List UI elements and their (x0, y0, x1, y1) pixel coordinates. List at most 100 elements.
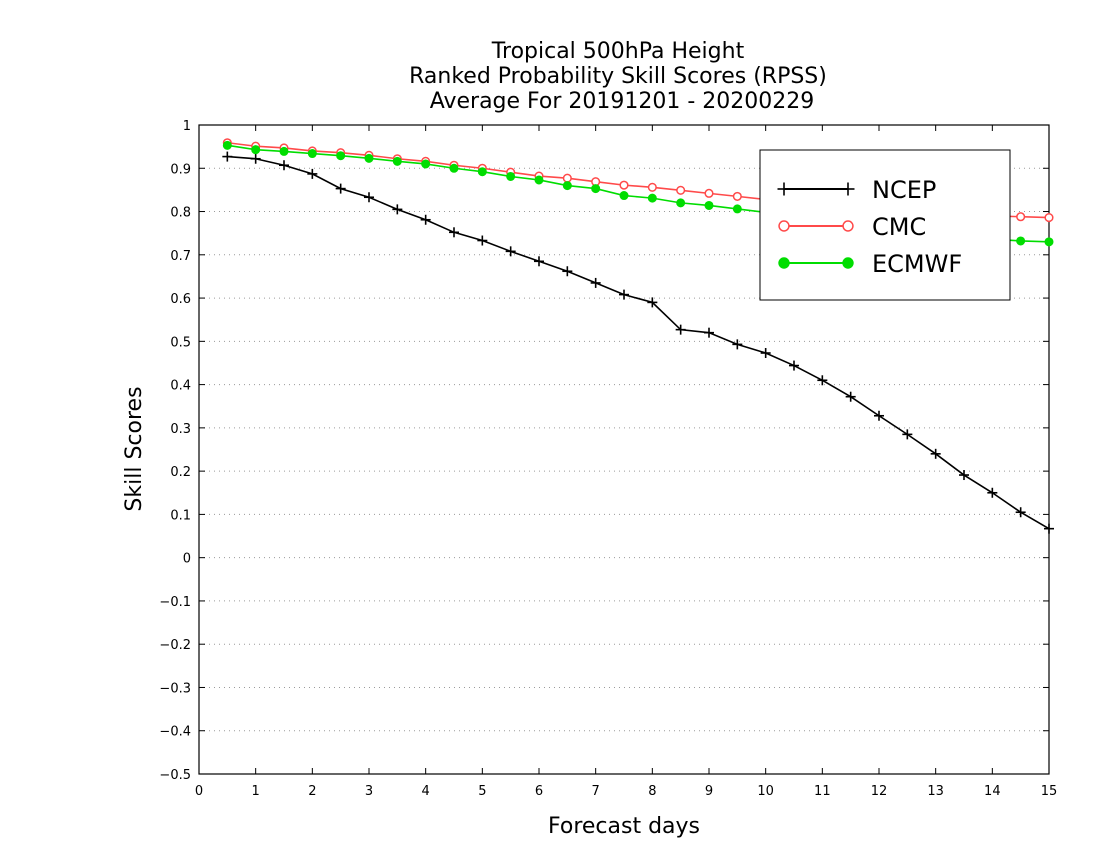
chart-title-block: Tropical 500hPa Height Ranked Probabilit… (409, 39, 827, 114)
data-point (477, 235, 488, 246)
y-tick-label: 0.8 (170, 206, 191, 221)
data-point (307, 168, 318, 179)
series-line (227, 155, 1050, 530)
data-point (760, 348, 771, 359)
y-tick-label: 0.3 (170, 422, 191, 437)
legend-label: ECMWF (872, 250, 962, 278)
series-ncep (222, 151, 1054, 534)
y-tick-label: −0.4 (159, 725, 191, 740)
y-tick-label: 0.7 (170, 249, 191, 264)
data-point (562, 173, 572, 183)
x-tick-label: 13 (927, 784, 944, 799)
plot-frame (198, 124, 1050, 775)
data-point (902, 429, 913, 440)
data-point (704, 327, 714, 338)
data-point (590, 277, 601, 288)
y-tick-label: 1 (183, 119, 191, 134)
data-point (562, 266, 573, 277)
data-point (845, 391, 856, 402)
data-point (732, 204, 742, 214)
y-tick-label: 0.2 (170, 465, 191, 480)
data-point (1044, 237, 1054, 247)
data-point (704, 188, 714, 198)
data-point (676, 198, 686, 208)
chart-title-line-3: Average For 20191201 - 20200229 (430, 89, 815, 114)
y-tick-label: 0.6 (170, 292, 191, 307)
x-tick-label: 3 (365, 784, 373, 799)
x-tick-label: 15 (1041, 784, 1058, 799)
data-point (732, 339, 743, 350)
legend-item-ncep: NCEP (777, 176, 936, 204)
x-tick-label: 14 (984, 784, 1001, 799)
x-tick-label: 7 (592, 784, 600, 799)
legend: NCEP CMC ECMWF (759, 149, 1011, 301)
data-point (842, 257, 854, 269)
x-tick-label: 2 (308, 784, 316, 799)
data-point (1016, 236, 1026, 246)
x-tick-label: 12 (871, 784, 888, 799)
data-point (591, 184, 601, 194)
data-point (534, 256, 544, 267)
axis-tick-labels: −0.5 −0.4 −0.3 −0.2 −0.1 0 0.1 0.2 0.3 0.4 0.5 0.6 0… (159, 119, 1057, 799)
data-point (279, 146, 289, 156)
data-point (477, 167, 487, 177)
data-point (647, 297, 658, 308)
data-point (675, 324, 686, 335)
legend-label: NCEP (872, 176, 936, 204)
data-point (959, 470, 969, 481)
data-point (841, 182, 855, 196)
data-point (619, 180, 629, 190)
y-tick-label: 0.5 (170, 335, 191, 350)
data-point (505, 246, 516, 257)
data-point (222, 140, 232, 150)
data-point (392, 204, 403, 215)
axis-ticks (198, 124, 1050, 775)
data-point (449, 163, 459, 173)
x-tick-label: 1 (252, 784, 260, 799)
data-point (335, 183, 346, 194)
data-point (778, 220, 790, 232)
data-point (619, 289, 629, 300)
data-point (562, 181, 572, 191)
x-axis-label: Forecast days (548, 814, 700, 839)
legend-item-ecmwf: ECMWF (778, 250, 962, 278)
data-point (1044, 523, 1054, 534)
x-tick-label: 11 (814, 784, 831, 799)
data-point (874, 410, 884, 421)
y-tick-label: 0.1 (170, 508, 191, 523)
data-point (364, 153, 374, 163)
y-tick-label: −0.3 (159, 681, 191, 696)
data-point (250, 153, 261, 164)
y-tick-label: 0.4 (170, 379, 191, 394)
data-point (647, 193, 657, 203)
data-point (279, 160, 289, 171)
data-point (449, 227, 459, 238)
y-tick-label: −0.2 (159, 638, 191, 653)
data-point (336, 151, 346, 161)
data-point (420, 214, 431, 225)
y-tick-label: 0 (183, 552, 191, 567)
y-axis-label: Skill Scores (122, 386, 147, 511)
data-point (1015, 507, 1026, 518)
y-tick-label: −0.1 (159, 595, 191, 610)
legend-label: CMC (872, 213, 926, 241)
data-point (392, 156, 402, 166)
x-tick-label: 4 (422, 784, 430, 799)
data-point (222, 151, 233, 162)
data-point (647, 182, 657, 192)
data-point (987, 487, 998, 498)
chart-title-line-1: Tropical 500hPa Height (491, 39, 745, 64)
data-point (704, 200, 714, 210)
x-tick-label: 6 (535, 784, 543, 799)
data-point (251, 145, 261, 155)
data-point (534, 175, 544, 185)
chart-title-line-2: Ranked Probability Skill Scores (RPSS) (409, 64, 827, 89)
x-tick-label: 5 (478, 784, 486, 799)
grid (199, 167, 1049, 732)
data-point (842, 220, 854, 232)
data-point (778, 257, 790, 269)
y-tick-label: 0.9 (170, 162, 191, 177)
data-point (506, 171, 516, 181)
data-point (307, 149, 317, 159)
